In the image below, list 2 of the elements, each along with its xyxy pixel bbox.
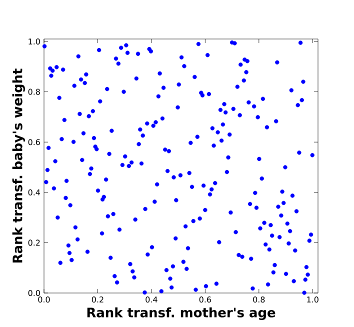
y-axis-title: Rank transf. baby's weight xyxy=(12,68,25,263)
x-axis-title: Rank transf. mother's age xyxy=(87,307,276,320)
